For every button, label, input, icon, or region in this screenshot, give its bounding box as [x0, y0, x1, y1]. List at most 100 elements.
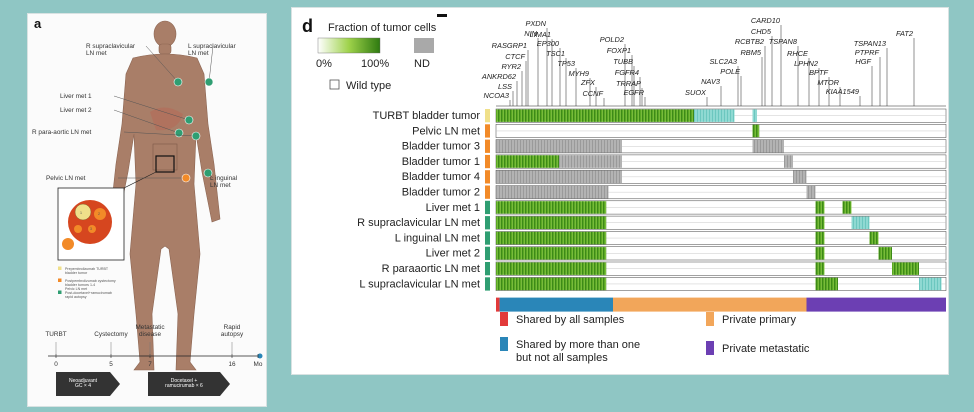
gene-label: TUBB — [613, 57, 633, 66]
gene-label: NCOA3 — [484, 91, 510, 100]
timeline-tick: 16 — [228, 361, 236, 368]
sample-row: Bladder tumor 3 — [402, 139, 947, 154]
heatmap-cell — [559, 140, 622, 153]
category-legend-swatch — [706, 341, 714, 355]
legend-nd: ND — [414, 58, 430, 70]
inset-legend: Prepembrolizumab TURBT bladder tumor Postp… — [58, 266, 116, 299]
site-label: L inguinal LN met — [210, 175, 237, 189]
heatmap-cell — [752, 109, 757, 122]
sample-row: Bladder tumor 2 — [402, 185, 947, 200]
body-map-figure: 1 2 3 Prepembrolizumab TURBT bladder tumo… — [32, 20, 263, 396]
sample-label: L supraclavicular LN met — [359, 278, 480, 290]
heatmap-cell — [793, 170, 807, 184]
sample-type-swatch — [485, 124, 490, 138]
sample-label: Liver met 1 — [426, 202, 480, 214]
metastasis-sites: R supraclavicular LN met L supraclavicular… — [32, 43, 237, 189]
sample-type-swatch — [485, 277, 490, 291]
gene-label: MTOR — [817, 78, 839, 87]
sample-row: Bladder tumor 4 — [402, 169, 947, 184]
legend-gradient — [317, 37, 381, 54]
heatmap-cell — [496, 201, 607, 214]
heatmap-cell — [878, 247, 892, 260]
site-dot — [173, 77, 183, 87]
heatmap-cell — [815, 277, 838, 291]
gene-label: TSPAN8 — [769, 37, 798, 46]
therapy-arrow — [148, 372, 230, 396]
inset-legend-label: Postpembrolizumab cystectomy bladder tumo… — [65, 279, 116, 291]
category-legend-label: Shared by more than one but not all sampl… — [516, 339, 640, 364]
gene-label: HGF — [855, 57, 871, 66]
gene-label: TRRAP — [616, 79, 641, 88]
category-legend-swatch — [500, 312, 508, 326]
legend-nd-swatch — [414, 38, 434, 53]
heatmap-cell — [806, 185, 816, 199]
human-body-silhouette — [109, 20, 221, 371]
inset-legend-label: Post-docetaxel+ramucirumab rapid autopsy — [65, 291, 112, 299]
svg-text:3: 3 — [90, 227, 92, 231]
heatmap-cell — [496, 231, 607, 245]
heatmap-cell — [815, 231, 825, 245]
heatmap-cell — [496, 262, 607, 275]
heatmap-cell — [919, 277, 942, 291]
sample-label: L inguinal LN met — [395, 232, 480, 244]
heatmap-cell — [496, 185, 609, 199]
heatmap-cell — [784, 155, 793, 168]
heatmap-cell — [752, 124, 760, 138]
legend-low: 0% — [316, 58, 332, 70]
sample-type-swatch — [485, 109, 490, 123]
heatmap-cell — [496, 277, 607, 291]
sample-label: Bladder tumor 4 — [402, 171, 480, 183]
sample-label: Bladder tumor 1 — [402, 156, 480, 168]
heatmap-cell — [496, 109, 622, 122]
sample-rows: TURBT bladder tumor Pelvic LN met Bladder … — [357, 108, 947, 291]
inset-legend-swatch — [58, 290, 62, 294]
fraction-legend: Fraction of tumor cells 0% 100% ND Wild … — [316, 22, 437, 92]
site-dot — [181, 173, 191, 183]
gene-label: ANKRD62 — [481, 72, 516, 81]
category-legend-swatch — [500, 337, 508, 351]
heatmap-cell — [842, 201, 852, 214]
category-legend-label: Shared by all samples — [516, 314, 625, 326]
gene-label: LSS — [498, 82, 512, 91]
gene-label: RHCE — [787, 49, 808, 58]
gene-label: EP300 — [537, 39, 560, 48]
timeline-tick: Mo — [254, 361, 263, 368]
panel-a: a 1 2 3 Prepembrolizumab TURBT b — [28, 14, 266, 406]
gene-label: RASGRP1 — [492, 41, 527, 50]
gene-label: PTPRF — [855, 48, 880, 57]
heatmap-cell — [559, 155, 622, 168]
category-legend-swatch — [706, 312, 714, 326]
gene-label: LPHN2 — [794, 59, 818, 68]
heatmap-cell — [892, 262, 919, 275]
therapy-arrow — [56, 372, 120, 396]
gene-label: BPTF — [809, 68, 828, 77]
gene-label: FOXP1 — [607, 46, 631, 55]
gene-label: LIMA1 — [530, 30, 551, 39]
panel-d: d Fraction of tumor cell — [292, 8, 948, 374]
gene-label: TSC1 — [546, 49, 565, 58]
gene-label: NIN — [524, 29, 537, 38]
therapy-label: Docetaxel + ramucirumab × 6 — [165, 378, 203, 389]
heatmap-cell — [694, 109, 735, 122]
heatmap-cell — [815, 262, 825, 275]
timeline-tick: 5 — [109, 361, 113, 368]
gene-label: TP53 — [557, 59, 576, 68]
gene-label: PXDN — [525, 19, 546, 28]
svg-text:2: 2 — [98, 212, 100, 216]
site-dot — [184, 115, 194, 125]
gene-label: RCBTB2 — [735, 37, 764, 46]
timeline-event-label: Metastatic disease — [135, 324, 165, 338]
legend-high: 100% — [361, 58, 389, 70]
category-segment-shared_some — [499, 297, 613, 312]
site-label: Liver met 1 — [60, 93, 92, 100]
gene-label: CCNF — [582, 89, 603, 98]
sample-row: Pelvic LN met — [412, 124, 947, 138]
gene-label: CARD10 — [751, 16, 781, 25]
sample-label: Bladder tumor 2 — [402, 187, 480, 199]
heatmap-cell — [815, 201, 825, 214]
bladder-inset: 1 2 3 — [57, 171, 157, 261]
heatmap-cell — [496, 155, 559, 168]
gene-label: EGFR — [623, 88, 644, 97]
gene-label: SLC2A3 — [709, 57, 737, 66]
sample-type-swatch — [485, 170, 490, 184]
